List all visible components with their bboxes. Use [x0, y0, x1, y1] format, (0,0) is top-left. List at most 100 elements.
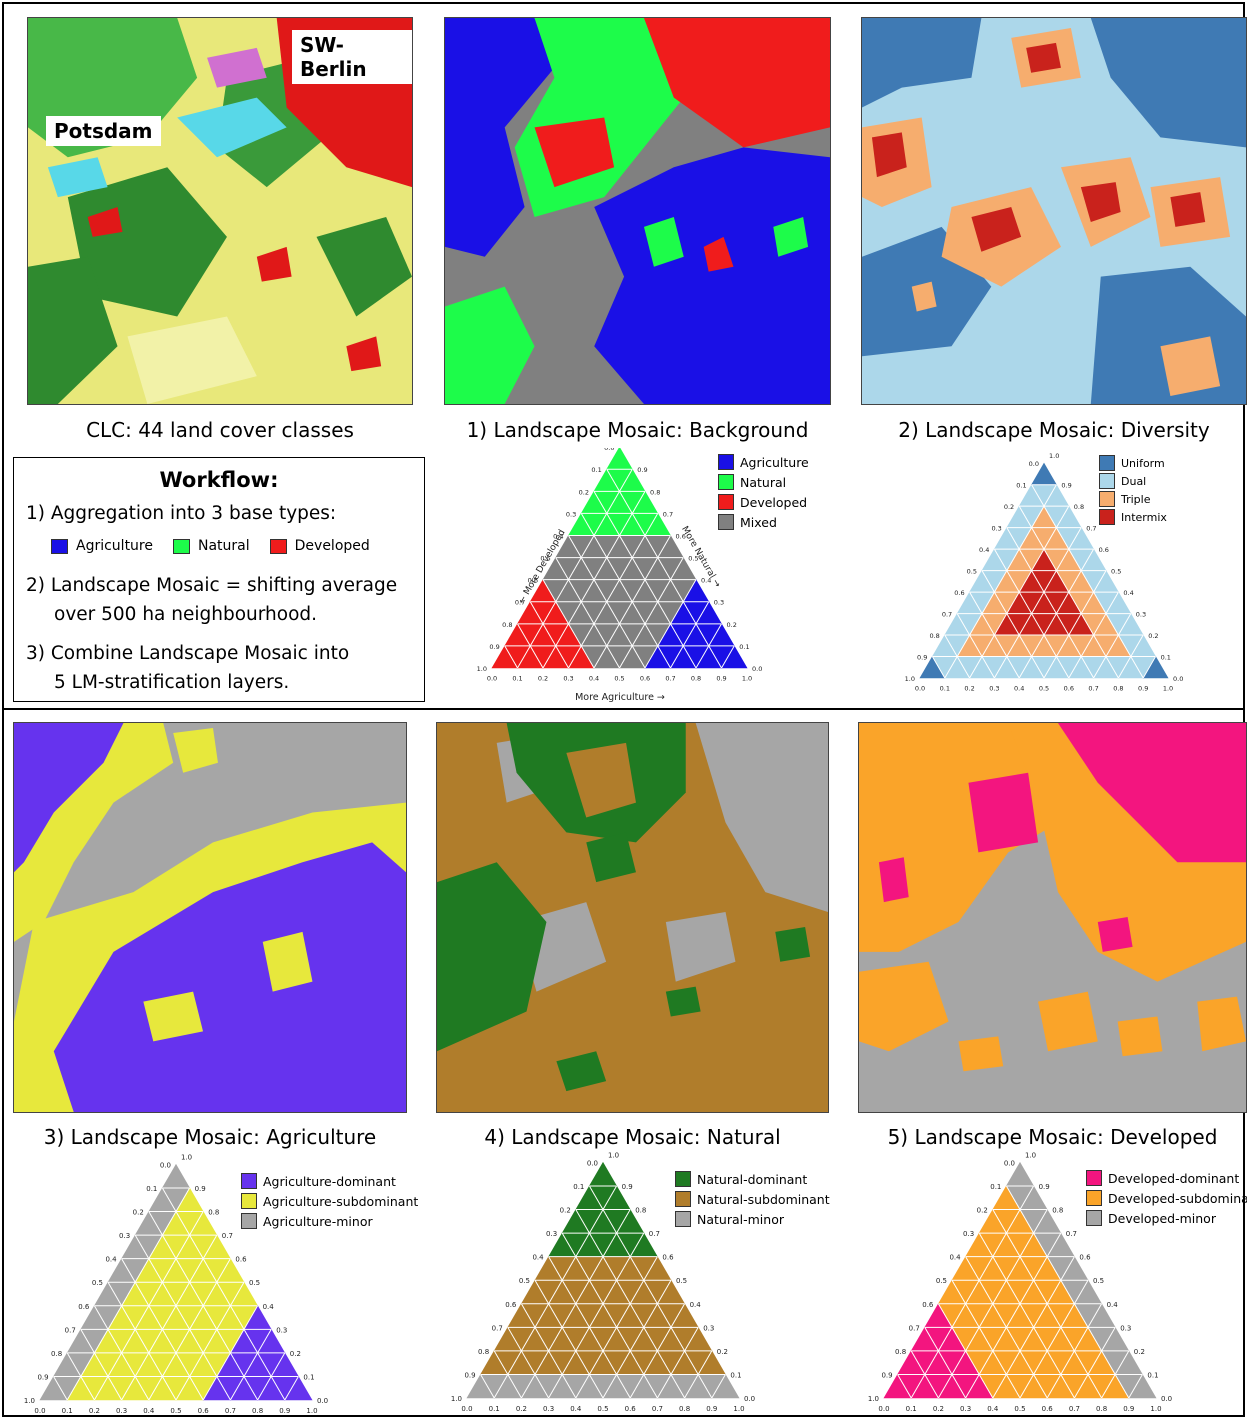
- tick-label-bottom: 0.7: [1069, 1405, 1080, 1413]
- tick-label-right: 0.1: [1161, 654, 1171, 662]
- tick-label-left: 0.1: [591, 466, 601, 474]
- tick-label-right: 0.6: [235, 1256, 247, 1264]
- tick-label-left: 0.7: [65, 1326, 76, 1334]
- legend-item-nat-minor: Natural-minor: [675, 1209, 830, 1229]
- tick-label-bottom: 0.9: [279, 1407, 290, 1415]
- dev-subdominant-swatch: [1086, 1190, 1102, 1206]
- ternary-gridline: [121, 1258, 204, 1401]
- tick-label-bottom: 0.3: [960, 1405, 971, 1413]
- tick-label-right: 0.2: [717, 1348, 728, 1356]
- agriculture-swatch: [51, 538, 68, 554]
- tick-label-right: 1.0: [1049, 452, 1059, 460]
- tick-label-bottom: 0.6: [640, 675, 650, 683]
- tick-label-right: 0.2: [290, 1350, 301, 1358]
- tick-label-bottom: 0.9: [716, 675, 726, 683]
- label-potsdam: Potsdam: [46, 116, 161, 146]
- developed-swatch: [269, 538, 287, 554]
- tick-label-right: 0.5: [249, 1279, 260, 1287]
- tick-label-bottom: 0.8: [679, 1405, 690, 1413]
- tick-label-left: 0.7: [492, 1324, 503, 1332]
- tick-label-bottom: 0.1: [512, 675, 522, 683]
- tick-label-right: 0.8: [650, 488, 660, 496]
- tick-label-right: 1.0: [608, 1151, 619, 1159]
- tick-label-right: 0.4: [690, 1301, 702, 1309]
- label-sw-berlin: SW-Berlin: [292, 30, 412, 84]
- tick-label-left: 0.9: [37, 1373, 48, 1381]
- tick-label-left: 0.2: [579, 488, 589, 496]
- ternary-gridline: [924, 1327, 967, 1399]
- tick-label-right: 0.0: [1173, 675, 1183, 683]
- workflow-legend-natural: Natural: [173, 538, 250, 554]
- tick-label-bottom: 0.9: [706, 1405, 717, 1413]
- tick-label-left: 0.4: [532, 1254, 544, 1262]
- ternary-natural: 0.0 0.0 1.0 0.1 0.1 0.9 0.2 0.2 0.8 0.3 0.3 0.7 0.4 0…: [449, 1150, 759, 1415]
- ternary-gridline: [1031, 484, 1144, 679]
- ternary-gridline: [1006, 527, 1095, 679]
- ternary-gridline: [517, 623, 544, 669]
- workflow-step2a: 2) Landscape Mosaic = shifting average: [26, 575, 398, 596]
- ternary-gridline: [148, 1211, 259, 1401]
- tick-label-right: 0.8: [1074, 503, 1084, 511]
- ternary-gridline: [1142, 656, 1157, 679]
- tick-label-left: 0.2: [560, 1207, 571, 1215]
- ternary-gridline: [134, 1234, 231, 1401]
- dev-dominant-swatch: [1086, 1170, 1102, 1186]
- ternary-gridline: [1043, 570, 1107, 679]
- tick-label-left: 0.8: [478, 1348, 489, 1356]
- intermix-swatch: [1099, 509, 1115, 525]
- tick-label-left: 0.0: [160, 1161, 171, 1169]
- ternary-gridline: [517, 468, 633, 669]
- ternary-gridline: [548, 1232, 645, 1399]
- tick-label-bottom: 1.0: [306, 1407, 317, 1415]
- ternary-gridline: [656, 1327, 699, 1399]
- legend-agriculture: Agriculture-dominant Agriculture-subdomi…: [241, 1171, 418, 1231]
- tick-label-bottom: 0.1: [489, 1405, 500, 1413]
- ternary-gridline: [480, 1374, 495, 1399]
- tick-label-right: 0.6: [1099, 546, 1109, 554]
- nat-minor-swatch: [675, 1211, 691, 1227]
- ternary-gridline: [1093, 613, 1132, 679]
- tick-label-left: 0.1: [573, 1183, 584, 1191]
- tick-label-left: 1.0: [24, 1397, 35, 1405]
- ternary-gridline: [229, 1329, 272, 1401]
- tick-label-bottom: 1.0: [1150, 1405, 1161, 1413]
- ternary-gridline: [161, 1187, 286, 1401]
- workflow-legend-agriculture: Agriculture: [51, 538, 153, 554]
- tick-label-bottom: 0.4: [570, 1405, 582, 1413]
- ternary-gridline: [606, 468, 722, 669]
- tick-label-right: 0.3: [1136, 611, 1146, 619]
- tick-label-bottom: 0.5: [170, 1407, 181, 1415]
- ternary-gridline: [711, 1374, 726, 1399]
- caption-panel2: 2) Landscape Mosaic: Diversity: [898, 418, 1210, 442]
- tick-label-right: 0.0: [1161, 1395, 1172, 1403]
- tick-label-bottom: 0.6: [1064, 685, 1074, 693]
- ternary-background-svg: 0.00.01.00.10.10.90.20.20.80.30.30.70.40…: [477, 448, 762, 703]
- ternary-gridline: [175, 1281, 245, 1401]
- legend-item-dev-minor: Developed-minor: [1086, 1208, 1247, 1228]
- nat-dominant-swatch: [675, 1171, 691, 1187]
- tick-label-right: 0.7: [222, 1232, 233, 1240]
- tick-label-bottom: 0.6: [625, 1405, 637, 1413]
- tick-label-bottom: 0.7: [652, 1405, 663, 1413]
- ternary-gridline: [520, 1303, 577, 1399]
- tick-label-right: 0.7: [663, 510, 673, 518]
- tick-label-left: 0.5: [92, 1279, 103, 1287]
- ternary-gridline: [992, 1209, 1103, 1399]
- tick-label-right: 0.4: [1123, 589, 1133, 597]
- natural-mosaic-map: [436, 722, 829, 1113]
- ternary-gridline: [978, 1232, 1075, 1399]
- ternary-agriculture-svg: 0.00.01.00.10.1 0.90.20.2 0.80.30.3 0.70.40…: [24, 1153, 328, 1415]
- legend-item-mixed: Mixed: [718, 512, 809, 532]
- tick-label-left: 1.0: [477, 665, 487, 673]
- caption-panel3: 3) Landscape Mosaic: Agriculture: [43, 1125, 377, 1149]
- tick-label-left: 0.9: [464, 1371, 475, 1379]
- ternary-gridline: [937, 1303, 994, 1399]
- caption-clc: CLC: 44 land cover classes: [86, 418, 354, 442]
- tick-label-bottom: 0.0: [915, 685, 925, 693]
- ternary-gridline: [561, 1232, 658, 1399]
- ternary-gridline: [944, 634, 971, 679]
- tick-label-right: 0.9: [637, 466, 647, 474]
- ternary-gridline: [284, 1376, 299, 1401]
- legend-item-agriculture: Agriculture: [718, 452, 809, 472]
- tick-label-right: 0.9: [1061, 482, 1071, 490]
